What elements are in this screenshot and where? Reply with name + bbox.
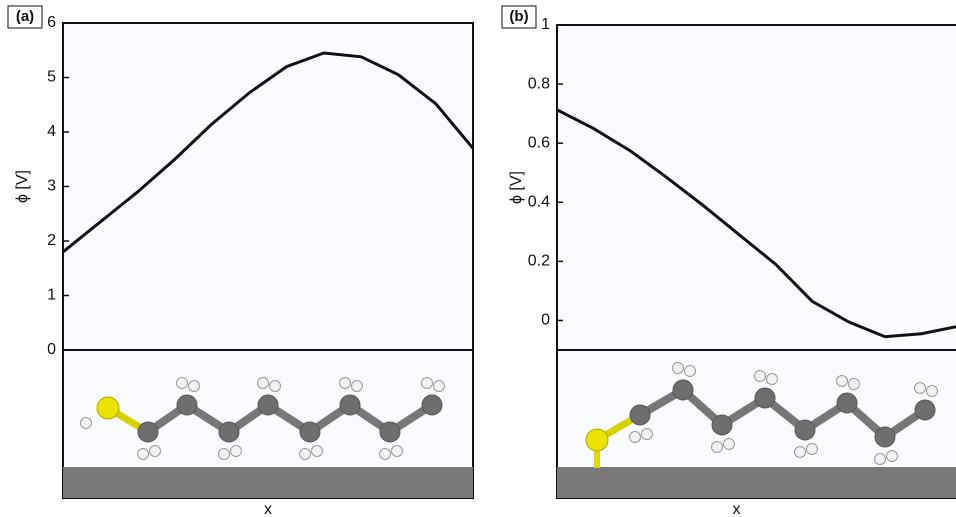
hydrogen bbox=[177, 378, 188, 389]
y-tick-label: 1 bbox=[47, 287, 56, 304]
hydrogen bbox=[300, 449, 311, 460]
hydrogen bbox=[219, 449, 230, 460]
hydrogen bbox=[434, 381, 445, 392]
carbon bbox=[380, 422, 400, 442]
y-tick-label: 0.6 bbox=[528, 134, 550, 151]
y-tick-label: 1 bbox=[541, 16, 550, 33]
hydrogen bbox=[422, 378, 433, 389]
substrate bbox=[63, 467, 473, 498]
carbon bbox=[300, 422, 320, 442]
y-tick-label: 0 bbox=[47, 341, 56, 358]
hydrogen bbox=[837, 376, 848, 387]
carbon bbox=[875, 427, 895, 447]
hydrogen bbox=[270, 381, 281, 392]
carbon bbox=[258, 395, 278, 415]
carbon bbox=[673, 380, 693, 400]
hydrogen bbox=[189, 381, 200, 392]
y-tick-label: 0.4 bbox=[528, 193, 550, 210]
sulfur bbox=[97, 397, 119, 419]
carbon bbox=[219, 422, 239, 442]
carbon bbox=[795, 420, 815, 440]
y-tick-label: 4 bbox=[47, 123, 56, 140]
x-axis-label: x bbox=[733, 501, 741, 517]
hydrogen bbox=[81, 418, 92, 429]
y-tick-label: 3 bbox=[47, 178, 56, 195]
page: {"chart_data": [ {"type": "line", "panel… bbox=[0, 0, 956, 517]
x-axis-label: x bbox=[264, 501, 272, 517]
hydrogen bbox=[712, 442, 723, 453]
panel-label: (b) bbox=[509, 8, 528, 25]
carbon bbox=[630, 405, 650, 425]
carbon bbox=[712, 415, 732, 435]
carbon bbox=[755, 388, 775, 408]
y-tick-label: 0.8 bbox=[528, 75, 550, 92]
y-tick-label: 2 bbox=[47, 232, 56, 249]
y-axis-label: ϕ [V] bbox=[14, 170, 31, 203]
hydrogen bbox=[312, 446, 323, 457]
y-tick-label: 5 bbox=[47, 69, 56, 86]
hydrogen bbox=[352, 381, 363, 392]
hydrogen bbox=[630, 432, 641, 443]
figure: (a) 0 1 2 3 4 5 6 ϕ [V] x (b) 0 0.2 0.4 0.6 0.8 1 ϕ [V] x bbox=[0, 0, 956, 517]
hydrogen bbox=[138, 449, 149, 460]
y-tick-label: 0 bbox=[541, 312, 550, 329]
hydrogen bbox=[685, 366, 696, 377]
y-tick-label: 0.2 bbox=[528, 253, 550, 270]
carbon bbox=[422, 395, 442, 415]
hydrogen bbox=[673, 363, 684, 374]
carbon bbox=[340, 395, 360, 415]
sulfur bbox=[586, 429, 608, 451]
hydrogen bbox=[258, 378, 269, 389]
hydrogen bbox=[642, 429, 653, 440]
panel-label: (a) bbox=[16, 8, 34, 25]
hydrogen bbox=[887, 451, 898, 462]
hydrogen bbox=[392, 446, 403, 457]
y-axis-label: ϕ [V] bbox=[508, 171, 525, 204]
carbon bbox=[138, 422, 158, 442]
hydrogen bbox=[795, 447, 806, 458]
hydrogen bbox=[231, 446, 242, 457]
hydrogen bbox=[340, 378, 351, 389]
hydrogen bbox=[875, 454, 886, 465]
carbon bbox=[837, 393, 857, 413]
hydrogen bbox=[755, 371, 766, 382]
hydrogen bbox=[915, 383, 926, 394]
hydrogen bbox=[807, 444, 818, 455]
hydrogen bbox=[724, 439, 735, 450]
hydrogen bbox=[380, 449, 391, 460]
hydrogen bbox=[849, 379, 860, 390]
hydrogen bbox=[767, 374, 778, 385]
substrate bbox=[557, 467, 956, 498]
carbon bbox=[915, 400, 935, 420]
carbon bbox=[177, 395, 197, 415]
y-tick-label: 6 bbox=[47, 14, 56, 31]
hydrogen bbox=[150, 446, 161, 457]
hydrogen bbox=[927, 386, 938, 397]
plot-background bbox=[63, 23, 473, 498]
